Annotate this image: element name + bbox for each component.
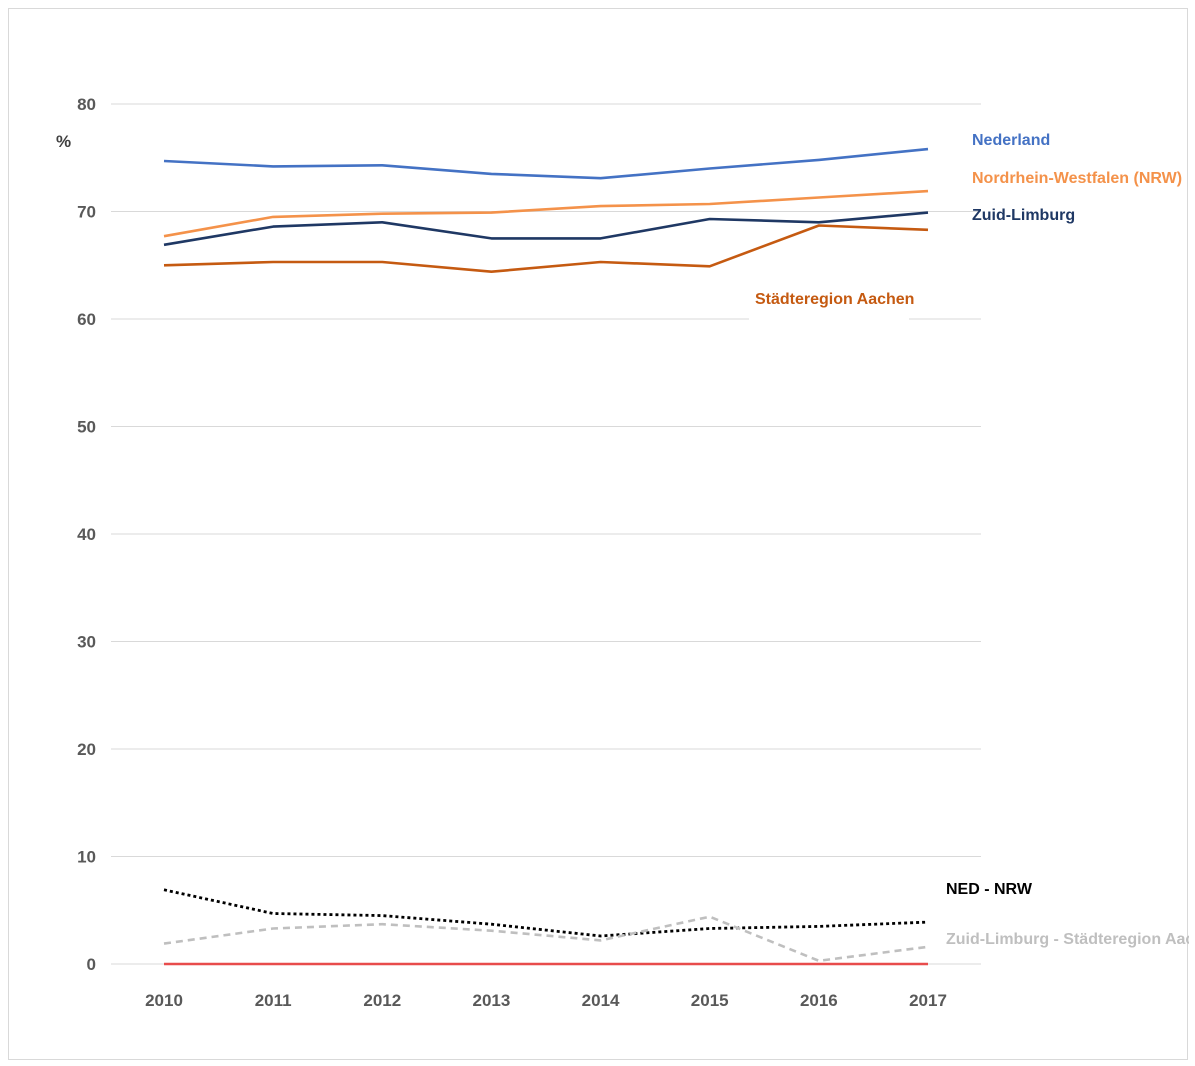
series-label: Nordrhein-Westfalen (NRW): [972, 170, 1182, 187]
y-tick-label: 70: [77, 203, 96, 222]
chart-frame: 0 10 20 30 40 50 60 70 80 2010 2011 2012 2013 2014 20…: [8, 8, 1189, 1060]
x-tick-label: 2013: [473, 991, 511, 1010]
x-tick-label: 2014: [582, 991, 620, 1010]
label-background: [749, 289, 909, 322]
x-tick-label: 2017: [909, 991, 947, 1010]
series-label: Zuid-Limburg - Städteregion Aachen: [946, 931, 1189, 948]
x-tick-label: 2015: [691, 991, 729, 1010]
series-labels: Nederland Nordrhein-Westfalen (NRW) Zuid-L…: [755, 132, 1189, 948]
y-tick-label: 20: [77, 740, 96, 759]
y-tick-label: 80: [77, 95, 96, 114]
series-lines: [163, 147, 929, 966]
gridlines: [111, 103, 981, 965]
series-line-0: [163, 147, 929, 180]
y-tick-label: 0: [87, 955, 96, 974]
series-label: Zuid-Limburg: [972, 207, 1075, 224]
series-label: Nederland: [972, 132, 1050, 149]
series-label: Städteregion Aachen: [755, 291, 914, 308]
series-line-2: [163, 211, 929, 247]
y-tick-label: 30: [77, 633, 96, 652]
x-tick-label: 2011: [255, 991, 292, 1010]
y-tick-label: 60: [77, 310, 96, 329]
y-tick-label: 50: [77, 418, 96, 437]
x-tick-label: 2016: [800, 991, 838, 1010]
y-axis-label: %: [56, 132, 71, 151]
x-tick-label: 2010: [145, 991, 183, 1010]
x-tick-label: 2012: [363, 991, 401, 1010]
x-axis-ticks: 2010 2011 2012 2013 2014 2015 2016 2017: [145, 991, 947, 1010]
y-tick-label: 10: [77, 848, 96, 867]
series-label: NED - NRW: [946, 881, 1033, 898]
y-axis-ticks: 0 10 20 30 40 50 60 70 80: [77, 95, 96, 974]
series-line-1: [163, 189, 929, 238]
series-line-4: [163, 888, 929, 938]
series-line-5: [163, 915, 929, 963]
y-tick-label: 40: [77, 525, 96, 544]
series-line-3: [163, 224, 929, 274]
